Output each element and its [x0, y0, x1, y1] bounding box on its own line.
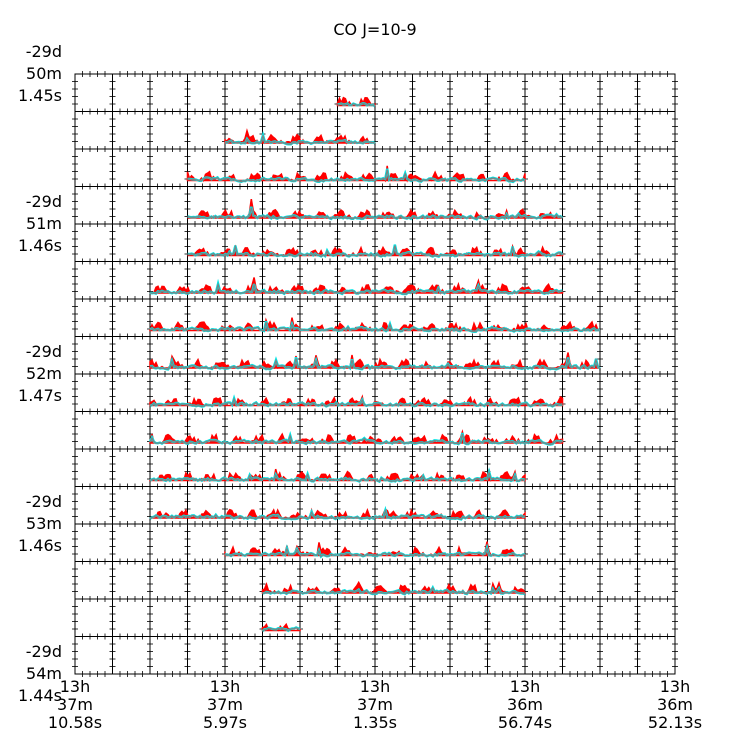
y-tick-label: -29d 51m 1.46s — [0, 191, 62, 257]
y-tick-label-line: 53m — [26, 514, 62, 533]
x-tick-label-line: 13h — [59, 677, 91, 696]
y-tick-label-line: 1.46s — [18, 536, 62, 555]
x-tick-label-line: 36m — [657, 695, 693, 714]
spectrum-grey-line — [337, 102, 376, 107]
x-tick-label-line: 5.97s — [203, 713, 247, 732]
spectrum-red-fill — [224, 541, 525, 557]
y-tick-label-line: -29d — [25, 492, 62, 511]
y-tick-label-line: 50m — [26, 64, 62, 83]
y-tick-label-line: 1.47s — [18, 386, 62, 405]
x-tick-label-line: 37m — [207, 695, 243, 714]
x-tick-label-line: 56.74s — [497, 713, 553, 732]
chart-title: CO J=10-9 — [333, 20, 417, 39]
spectrum-grey-line — [187, 169, 526, 183]
x-tick-label: 13h 37m 10.58s — [30, 678, 120, 732]
x-tick-label: 13h 36m 56.74s — [480, 678, 570, 732]
spectrum-grey-line — [149, 508, 526, 520]
y-tick-label-line: -29d — [25, 192, 62, 211]
y-tick-label-line: 52m — [26, 364, 62, 383]
x-tick-label: 13h 37m 1.35s — [330, 678, 420, 732]
x-tick-label-line: 36m — [507, 695, 543, 714]
spectrum-grey-line — [262, 627, 301, 632]
spectrum-grey-line — [149, 397, 563, 408]
y-tick-label-line: -29d — [25, 42, 62, 61]
x-tick-label: 13h 36m 52.13s — [630, 678, 720, 732]
y-tick-label-line: 1.44s — [18, 686, 62, 705]
x-tick-label-line: 13h — [509, 677, 541, 696]
spectrum-grey-line — [149, 433, 563, 446]
spectrum-grey-line — [149, 282, 563, 295]
x-tick-label-line: 13h — [359, 677, 391, 696]
x-tick-label-line: 13h — [209, 677, 241, 696]
y-tick-label: -29d 52m 1.47s — [0, 341, 62, 407]
spectrum-grey-line — [187, 244, 563, 258]
y-tick-label-line: 51m — [26, 214, 62, 233]
y-tick-label: -29d 54m 1.44s — [0, 641, 62, 707]
x-tick-label-line: 37m — [57, 695, 93, 714]
spectrum-red-fill — [149, 394, 564, 408]
y-tick-label-line: 1.45s — [18, 86, 62, 105]
x-tick-label-line: 1.35s — [353, 713, 397, 732]
spectrum-grey-line — [262, 586, 526, 595]
spectrum-grey-line — [224, 133, 376, 145]
spectrum-red-fill — [150, 277, 564, 295]
y-tick-label-line: 1.46s — [18, 236, 62, 255]
spectrum-grey-line — [224, 546, 526, 558]
spectrum-grey-line — [187, 207, 563, 220]
spectrum-grey-line — [149, 322, 601, 333]
y-tick-label-line: -29d — [25, 642, 62, 661]
spectrum-grey-line — [149, 470, 526, 483]
x-tick-label-line: 52.13s — [647, 713, 703, 732]
y-tick-label-line: -29d — [25, 342, 62, 361]
x-tick-label: 13h 37m 5.97s — [180, 678, 270, 732]
spectrum-grey-line — [149, 357, 601, 370]
y-tick-label: -29d 53m 1.46s — [0, 491, 62, 557]
x-tick-label-line: 13h — [659, 677, 691, 696]
x-tick-label-line: 37m — [357, 695, 393, 714]
y-tick-label-line: 54m — [26, 664, 62, 683]
x-tick-label-line: 10.58s — [47, 713, 103, 732]
y-tick-label: -29d 50m 1.45s — [0, 41, 62, 107]
